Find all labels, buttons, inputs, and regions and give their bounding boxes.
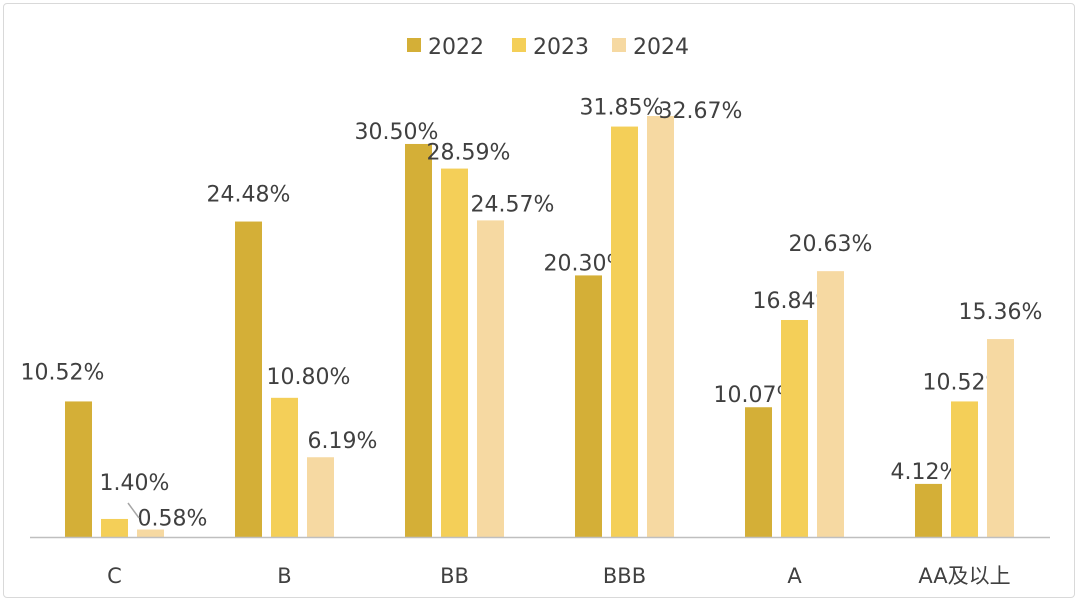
x-tick-label-0: C: [107, 564, 122, 588]
data-label-2023-C: 1.40%: [100, 471, 170, 496]
bar-2022-A: [745, 407, 772, 537]
leader-line-C-2024: [127, 502, 140, 519]
bar-2022-BBB: [575, 275, 602, 537]
bar-2024-BBB: [647, 116, 674, 537]
data-label-2024-AA及以上: 15.36%: [959, 300, 1043, 325]
data-label-2024-BB: 24.57%: [471, 192, 555, 217]
bar-2023-BB: [441, 168, 468, 538]
legend-swatch-2024: [612, 38, 626, 52]
legend-swatch-2022: [407, 38, 421, 52]
bar-2024-C: [137, 529, 164, 537]
bar-2023-C: [101, 518, 128, 537]
legend-label-2023: 2023: [533, 35, 589, 60]
x-tick-label-1: B: [277, 564, 291, 588]
data-label-2024-BBB: 32.67%: [659, 99, 743, 124]
bar-2022-C: [65, 401, 92, 537]
data-label-2022-BB: 30.50%: [355, 120, 439, 145]
bar-2024-BB: [477, 220, 504, 537]
data-label-2022-B: 24.48%: [207, 183, 291, 208]
bar-2023-BBB: [611, 126, 638, 537]
data-label-2022-C: 10.52%: [21, 360, 105, 385]
data-label-2024-B: 6.19%: [308, 429, 378, 454]
bar-2023-B: [271, 397, 298, 537]
x-tick-label-2: BB: [440, 564, 469, 588]
data-label-2023-BB: 28.59%: [427, 141, 511, 166]
bar-2023-A: [781, 319, 808, 537]
bar-2022-B: [235, 221, 262, 537]
chart-frame: [3, 3, 1075, 598]
bar-2024-B: [307, 457, 334, 537]
legend-label-2022: 2022: [428, 35, 484, 60]
bar-2022-BB: [405, 143, 432, 538]
x-tick-label-5: AA及以上: [918, 564, 1010, 588]
x-tick-label-3: BBB: [603, 564, 646, 588]
bar-2023-AA及以上: [951, 401, 978, 537]
data-label-2023-B: 10.80%: [267, 365, 351, 390]
x-tick-label-4: A: [787, 564, 802, 588]
legend-swatch-2023: [512, 38, 526, 52]
legend-label-2024: 2024: [633, 35, 689, 60]
bar-2022-AA及以上: [915, 483, 942, 537]
data-label-2024-C: 0.58%: [138, 507, 208, 532]
bar-2024-AA及以上: [987, 339, 1014, 537]
bar-2024-A: [817, 271, 844, 537]
data-label-2024-A: 20.63%: [789, 232, 873, 257]
data-label-2022-AA及以上: 4.12%: [891, 460, 961, 485]
